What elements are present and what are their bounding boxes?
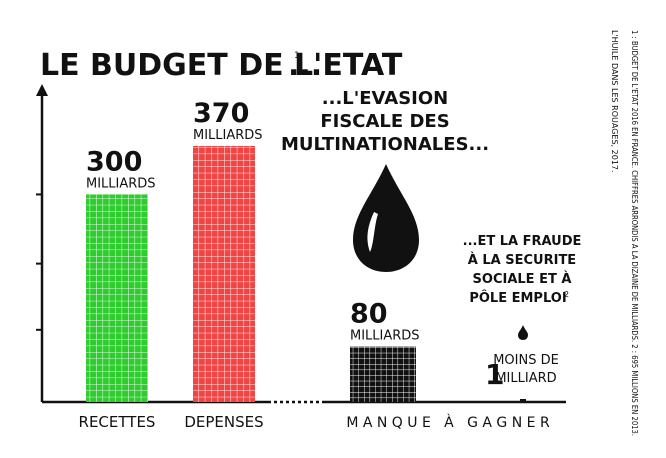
- evasion-label-line-2: FISCALE DES: [320, 111, 449, 132]
- page-title: LE BUDGET DE L'ETAT: [40, 48, 403, 83]
- evasion-label-line-3: MULTINATIONALES...: [281, 134, 489, 155]
- manque-a-gagner-label: M A N Q U E À G A G N E R: [346, 414, 550, 431]
- category-label-depenses: DEPENSES: [184, 413, 263, 431]
- oil-drop-icon-small: [518, 325, 528, 340]
- unit-label-fraude-1: MOINS DE: [493, 353, 559, 368]
- unit-label-fraude-2: MILLIARD: [495, 371, 556, 386]
- value-label-recettes: 300: [86, 146, 142, 177]
- fraude-label-line-2: À LA SECURITE: [468, 252, 576, 268]
- bar-grid-depenses: [193, 146, 255, 402]
- fraude-footnote-marker: 2: [564, 290, 569, 299]
- value-label-evasion: 80: [350, 299, 388, 330]
- value-label-fraude: 1: [485, 358, 504, 391]
- title-ellipsis: ...: [288, 48, 322, 83]
- chart-bars: [86, 146, 526, 402]
- unit-label-evasion: MILLIARDS: [350, 329, 420, 344]
- y-axis-ticks: [36, 193, 42, 331]
- side-note: L'HUILE DANS LES ROUAGES, 2017.: [610, 30, 619, 173]
- evasion-label-line-1: ...L'EVASION: [322, 88, 448, 109]
- bar-grid-recettes: [86, 194, 148, 402]
- fraude-label-line-3: SOCIALE ET À: [473, 271, 572, 287]
- bar-fraude: [520, 399, 526, 402]
- side-note-line-2: 1 : BUDGET DE L'ETAT 2016 EN FRANCE. CHI…: [630, 30, 639, 436]
- oil-drop-icon-large: [353, 164, 419, 272]
- fraude-label-line-4: PÔLE EMPLOI: [469, 290, 566, 306]
- bar-grid-evasion: [350, 346, 416, 402]
- unit-label-recettes: MILLIARDS: [86, 176, 156, 191]
- value-label-depenses: 370: [193, 98, 249, 129]
- category-label-recettes: RECETTES: [79, 413, 156, 431]
- y-axis-arrow: [36, 84, 48, 96]
- side-note-footnotes: 1 : BUDGET DE L'ETAT 2016 EN FRANCE. CHI…: [630, 30, 639, 436]
- fraude-label-line-1: ...ET LA FRAUDE: [463, 234, 582, 249]
- side-note-line-1: L'HUILE DANS LES ROUAGES, 2017.: [610, 30, 619, 173]
- unit-label-depenses: MILLIARDS: [193, 128, 263, 143]
- value-labels: 300MILLIARDS370MILLIARDS80MILLIARDS1MOIN…: [86, 98, 559, 391]
- title-footnote-marker: 1: [294, 51, 300, 61]
